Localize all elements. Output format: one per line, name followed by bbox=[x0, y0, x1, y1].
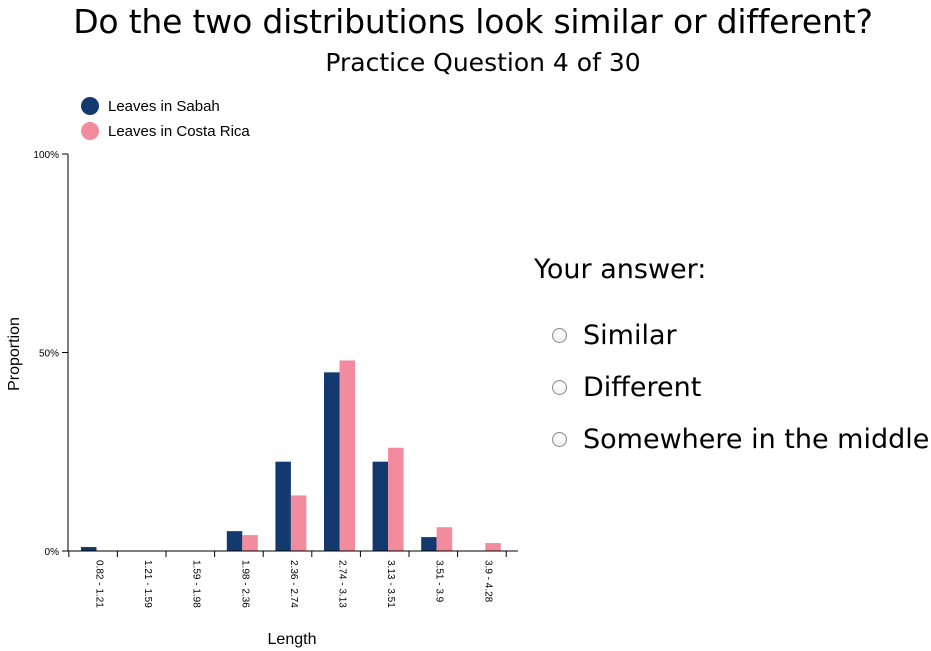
y-tick-label-0: 0% bbox=[45, 547, 60, 558]
legend-swatch-0 bbox=[81, 97, 99, 115]
bar-1-4 bbox=[290, 495, 307, 551]
option-similar[interactable]: Similar bbox=[552, 320, 677, 351]
legend-label-0: Leaves in Sabah bbox=[108, 98, 220, 115]
x-tick-label-8: 3.9 - 4.28 bbox=[482, 560, 493, 603]
bar-1-5 bbox=[339, 360, 355, 551]
somewhere-in-the-middle-label: Somewhere in the middle bbox=[583, 424, 930, 455]
x-ticks: 0.82 - 1.21 1.21 - 1.59 1.59 - 1.98 1.98 - … bbox=[68, 551, 507, 608]
y-tick-label-1: 50% bbox=[39, 349, 59, 360]
y-ticks: 0% 50% 100% bbox=[33, 150, 68, 558]
x-tick-label-7: 3.51 - 3.9 bbox=[434, 560, 445, 603]
x-tick-label-4: 2.36 - 2.74 bbox=[288, 560, 299, 608]
y-tick-label-2: 100% bbox=[33, 150, 59, 161]
answer-panel: Your answer: Similar Different Somewhere… bbox=[534, 254, 929, 455]
different-radio[interactable] bbox=[552, 380, 567, 395]
y-axis-label: Proportion bbox=[6, 317, 23, 391]
similar-label: Similar bbox=[583, 320, 677, 351]
x-tick-label-6: 3.13 - 3.51 bbox=[385, 560, 396, 608]
bar-1-7 bbox=[436, 527, 453, 551]
similar-radio[interactable] bbox=[552, 328, 567, 343]
legend-swatch-1 bbox=[81, 122, 99, 140]
legend-label-1: Leaves in Costa Rica bbox=[108, 123, 250, 140]
x-tick-label-5: 2.74 - 3.13 bbox=[337, 560, 348, 608]
bar-0-0 bbox=[81, 547, 97, 551]
chart-axes bbox=[67, 154, 518, 552]
chart-bars bbox=[81, 360, 501, 551]
bar-0-7 bbox=[421, 537, 437, 551]
x-tick-label-0: 0.82 - 1.21 bbox=[94, 560, 105, 608]
bar-1-6 bbox=[388, 447, 404, 551]
answer-label: Your answer: bbox=[534, 254, 707, 285]
x-axis-label: Length bbox=[268, 631, 317, 648]
bar-1-3 bbox=[242, 535, 258, 551]
x-tick-label-3: 1.98 - 2.36 bbox=[239, 560, 250, 608]
option-different[interactable]: Different bbox=[552, 372, 701, 403]
bar-1-8 bbox=[485, 543, 501, 551]
bar-chart: Leaves in Sabah Leaves in Costa Rica 0% 50… bbox=[6, 97, 518, 648]
bar-0-3 bbox=[226, 531, 243, 551]
option-somewhere-in-the-middle[interactable]: Somewhere in the middle bbox=[552, 424, 929, 455]
somewhere-in-the-middle-radio[interactable] bbox=[552, 432, 567, 447]
bar-0-4 bbox=[275, 461, 291, 551]
chart-legend: Leaves in Sabah Leaves in Costa Rica bbox=[81, 97, 250, 140]
question-subtitle: Practice Question 4 of 30 bbox=[325, 48, 641, 77]
bar-0-5 bbox=[324, 372, 340, 551]
question-title: Do the two distributions look similar or… bbox=[73, 2, 873, 41]
different-label: Different bbox=[583, 372, 702, 403]
x-tick-label-2: 1.59 - 1.98 bbox=[191, 560, 202, 608]
x-tick-label-1: 1.21 - 1.59 bbox=[142, 560, 153, 608]
bar-0-6 bbox=[372, 461, 389, 551]
